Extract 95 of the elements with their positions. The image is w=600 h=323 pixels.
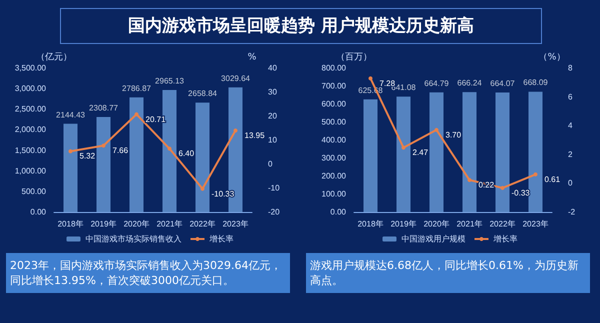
x-tick-label: 2021年 <box>456 220 482 228</box>
x-tick-label: 2018年 <box>58 220 84 228</box>
data-label: 2658.84 <box>188 89 218 98</box>
data-label: 6.40 <box>178 149 195 158</box>
y2-tick-label: 8 <box>568 64 573 72</box>
y-tick-label: 3,000.00 <box>14 84 47 94</box>
y-tick-label: 400.00 <box>322 136 347 144</box>
bar <box>496 92 510 212</box>
point <box>68 149 72 154</box>
x-tick-label: 2022年 <box>490 220 516 228</box>
data-label: 3029.64 <box>221 74 251 83</box>
text: 国内游戏市场呈回暖趋势 用户规模达历史新高 <box>60 8 542 44</box>
x-tick-label: 2022年 <box>190 220 216 228</box>
y2-tick-label: 2 <box>568 150 573 159</box>
data-label: 7.66 <box>112 146 129 156</box>
x-tick-label: 2023年 <box>522 220 548 228</box>
bar <box>196 102 210 212</box>
bar <box>364 99 378 212</box>
legend-label: 增长率 <box>208 234 234 244</box>
y-axis-title: （百万） <box>336 52 372 62</box>
y-tick-label: 100.00 <box>322 190 347 198</box>
y2-tick-label: 10 <box>268 136 278 144</box>
point <box>500 186 504 190</box>
bar <box>130 97 144 212</box>
data-label: 2786.87 <box>122 84 152 93</box>
y-tick-label: 2,000.00 <box>14 125 47 134</box>
bar <box>430 92 444 212</box>
data-label: 20.71 <box>146 114 166 124</box>
x-tick-label: 2019年 <box>390 220 416 228</box>
y-tick-label: 2,500.00 <box>14 104 47 114</box>
x-tick-label: 2021年 <box>156 220 182 228</box>
point <box>434 128 438 132</box>
x-tick-label: 2020年 <box>424 220 450 228</box>
bar <box>396 96 410 212</box>
text: 2023年，国内游戏市场实际销售收入为3029.64亿元，同比增长13.95%，首次突破3000亿元关口。 <box>6 253 290 293</box>
point <box>134 112 138 116</box>
x-tick-label: 2023年 <box>222 220 248 228</box>
data-label: 2144.43 <box>56 110 86 120</box>
y2-tick-label: 6 <box>568 92 573 102</box>
data-label: -10.33 <box>212 189 235 198</box>
y2-tick-label: 20 <box>268 112 278 120</box>
point <box>200 186 204 191</box>
y2-axis-title: % <box>248 52 257 62</box>
y2-axis-title: （%） <box>538 52 566 62</box>
y-tick-label: 1,000.00 <box>14 166 47 176</box>
y2-tick-label: 30 <box>268 88 278 96</box>
point <box>102 144 106 148</box>
y2-tick-label: -10 <box>268 184 280 192</box>
y2-tick-label: 0 <box>268 160 273 168</box>
y2-tick-label: -20 <box>268 208 280 216</box>
data-label: 13.95 <box>244 131 266 140</box>
bar <box>96 117 110 212</box>
data-label: 664.07 <box>490 78 516 88</box>
point <box>368 76 372 80</box>
y-tick-label: 500.00 <box>322 118 347 126</box>
point <box>234 128 238 133</box>
data-label: 2308.77 <box>89 104 119 113</box>
legend-label: 增长率 <box>492 234 518 244</box>
y-tick-label: 200.00 <box>322 172 347 180</box>
text: 游戏用户规模达6.68亿人，同比增长0.61%，为历史新高点。 <box>306 253 590 293</box>
x-tick-label: 2020年 <box>124 220 150 228</box>
bar <box>528 92 542 212</box>
y2-tick-label: 4 <box>568 121 573 130</box>
y-tick-label: 800.00 <box>322 64 347 72</box>
legend-label: 中国游戏用户规模 <box>402 234 466 244</box>
legend-label: 中国游戏市场实际销售收入 <box>86 234 182 244</box>
x-tick-label: 2018年 <box>358 220 384 228</box>
data-label: 2965.13 <box>155 76 185 86</box>
x-tick-label: 2019年 <box>90 220 116 228</box>
data-label: 664.79 <box>424 78 450 88</box>
data-label: 668.09 <box>523 78 548 88</box>
data-label: 0.61 <box>544 174 561 184</box>
data-label: 2.47 <box>412 148 429 158</box>
y-tick-label: 500.00 <box>22 186 47 196</box>
y-tick-label: 600.00 <box>322 100 347 108</box>
point <box>168 146 172 151</box>
point <box>468 178 472 182</box>
y-tick-label: 0.00 <box>330 208 347 216</box>
y2-tick-label: 0 <box>568 178 573 188</box>
y-tick-label: 700.00 <box>322 82 347 90</box>
point <box>534 172 538 176</box>
data-label: 3.70 <box>446 130 462 140</box>
bar <box>64 124 78 212</box>
y-tick-label: 1,500.00 <box>14 146 47 155</box>
y-tick-label: 300.00 <box>322 154 347 162</box>
y2-tick-label: -2 <box>568 208 576 216</box>
y-tick-label: 3,500.00 <box>14 64 47 72</box>
point <box>402 146 406 150</box>
data-label: 666.24 <box>457 78 482 88</box>
y-axis-title: （亿元） <box>36 52 72 62</box>
data-label: -0.33 <box>512 188 530 198</box>
data-label: 5.32 <box>80 152 96 161</box>
y-tick-label: 0.00 <box>30 208 47 216</box>
y2-tick-label: 40 <box>268 64 278 72</box>
bar <box>462 92 476 212</box>
